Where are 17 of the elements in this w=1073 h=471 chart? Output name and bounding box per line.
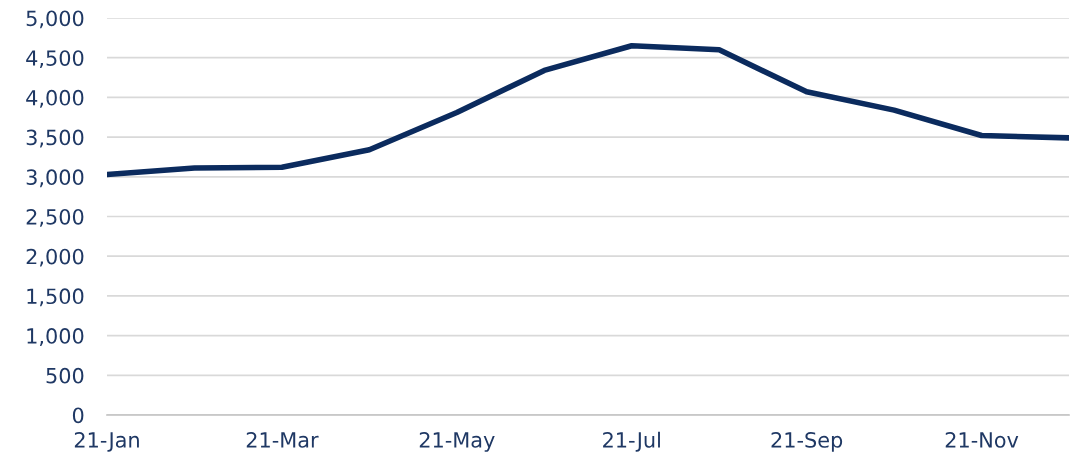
- y-tick-label: 4,500: [26, 50, 84, 69]
- y-tick-label: 3,000: [26, 169, 84, 188]
- y-tick-label: 2,000: [26, 248, 84, 267]
- x-tick-label: 21-Jul: [603, 431, 660, 452]
- y-tick-label: 500: [46, 367, 84, 384]
- y-tick-label: 2,500: [26, 208, 84, 227]
- x-tick-label: 21-Sep: [771, 432, 843, 452]
- y-tick-label: 0: [72, 407, 84, 424]
- x-tick-label: 21-Nov: [945, 432, 1019, 448]
- y-tick-label: 1,500: [27, 288, 84, 307]
- y-tick-label: 4,000: [26, 89, 84, 108]
- x-tick-label: 21-Jan: [74, 432, 139, 452]
- x-tick-label: 21-Mar: [246, 432, 319, 448]
- x-tick-label: 21-May: [419, 432, 495, 452]
- y-tick-label: 1,000: [27, 328, 84, 346]
- y-tick-label: 5,000: [26, 10, 84, 29]
- y-tick-label: 3,500: [26, 129, 84, 148]
